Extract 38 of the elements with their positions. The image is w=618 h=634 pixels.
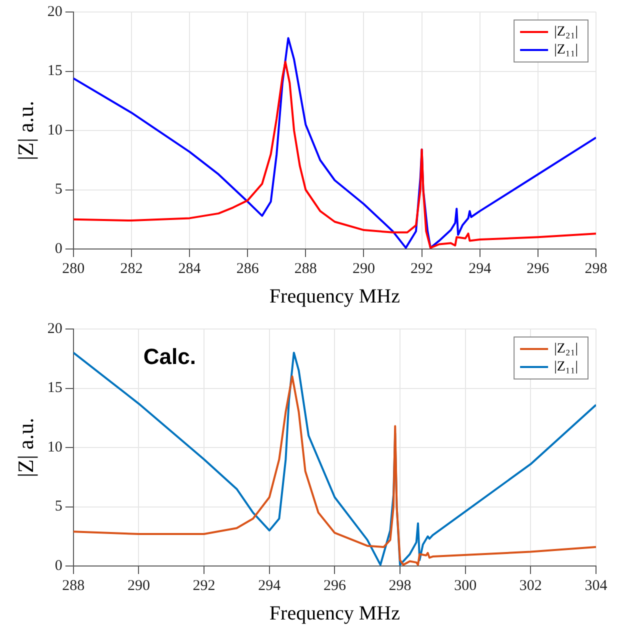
x-axis-title: Frequency MHz — [269, 602, 400, 624]
legend-label: |Z₂₁| — [554, 24, 578, 40]
y-tick-label: 5 — [54, 498, 62, 515]
y-tick-label: 0 — [54, 240, 62, 257]
x-tick-label: 286 — [236, 260, 260, 277]
x-tick-label: 304 — [584, 578, 608, 594]
y-axis-title: |Z| a.u. — [12, 418, 38, 478]
x-tick-label: 280 — [62, 260, 85, 277]
x-tick-label: 282 — [120, 260, 143, 277]
x-tick-label: 302 — [519, 578, 542, 594]
x-tick-label: 288 — [62, 578, 85, 594]
x-axis-title: Frequency MHz — [269, 285, 400, 308]
x-tick-label: 294 — [258, 578, 282, 594]
x-tick-label: 292 — [192, 578, 216, 594]
y-tick-label: 20 — [47, 320, 62, 337]
x-tick-label: 292 — [410, 260, 434, 277]
x-tick-label: 290 — [352, 260, 375, 277]
x-tick-label: 296 — [323, 578, 346, 594]
x-tick-label: 288 — [294, 260, 317, 277]
x-tick-label: 284 — [178, 260, 202, 277]
annotation: Calc. — [143, 344, 196, 370]
y-tick-label: 0 — [54, 558, 62, 574]
x-tick-label: 298 — [388, 578, 412, 594]
y-tick-label: 15 — [47, 380, 62, 396]
y-tick-label: 10 — [47, 439, 62, 456]
x-tick-label: 294 — [468, 260, 492, 277]
x-tick-label: 298 — [584, 260, 608, 277]
legend-label: |Z₂₁| — [554, 342, 578, 357]
legend-label: |Z₁₁| — [554, 42, 578, 58]
y-tick-label: 20 — [47, 4, 62, 20]
y-axis-title: |Z| a.u. — [12, 100, 38, 160]
x-tick-label: 290 — [127, 578, 150, 594]
y-tick-label: 10 — [47, 122, 62, 138]
y-tick-label: 15 — [47, 63, 62, 80]
x-tick-label: 296 — [526, 260, 550, 277]
legend-label: |Z₁₁| — [554, 360, 578, 375]
x-tick-label: 300 — [454, 578, 477, 594]
y-tick-label: 5 — [54, 182, 62, 198]
